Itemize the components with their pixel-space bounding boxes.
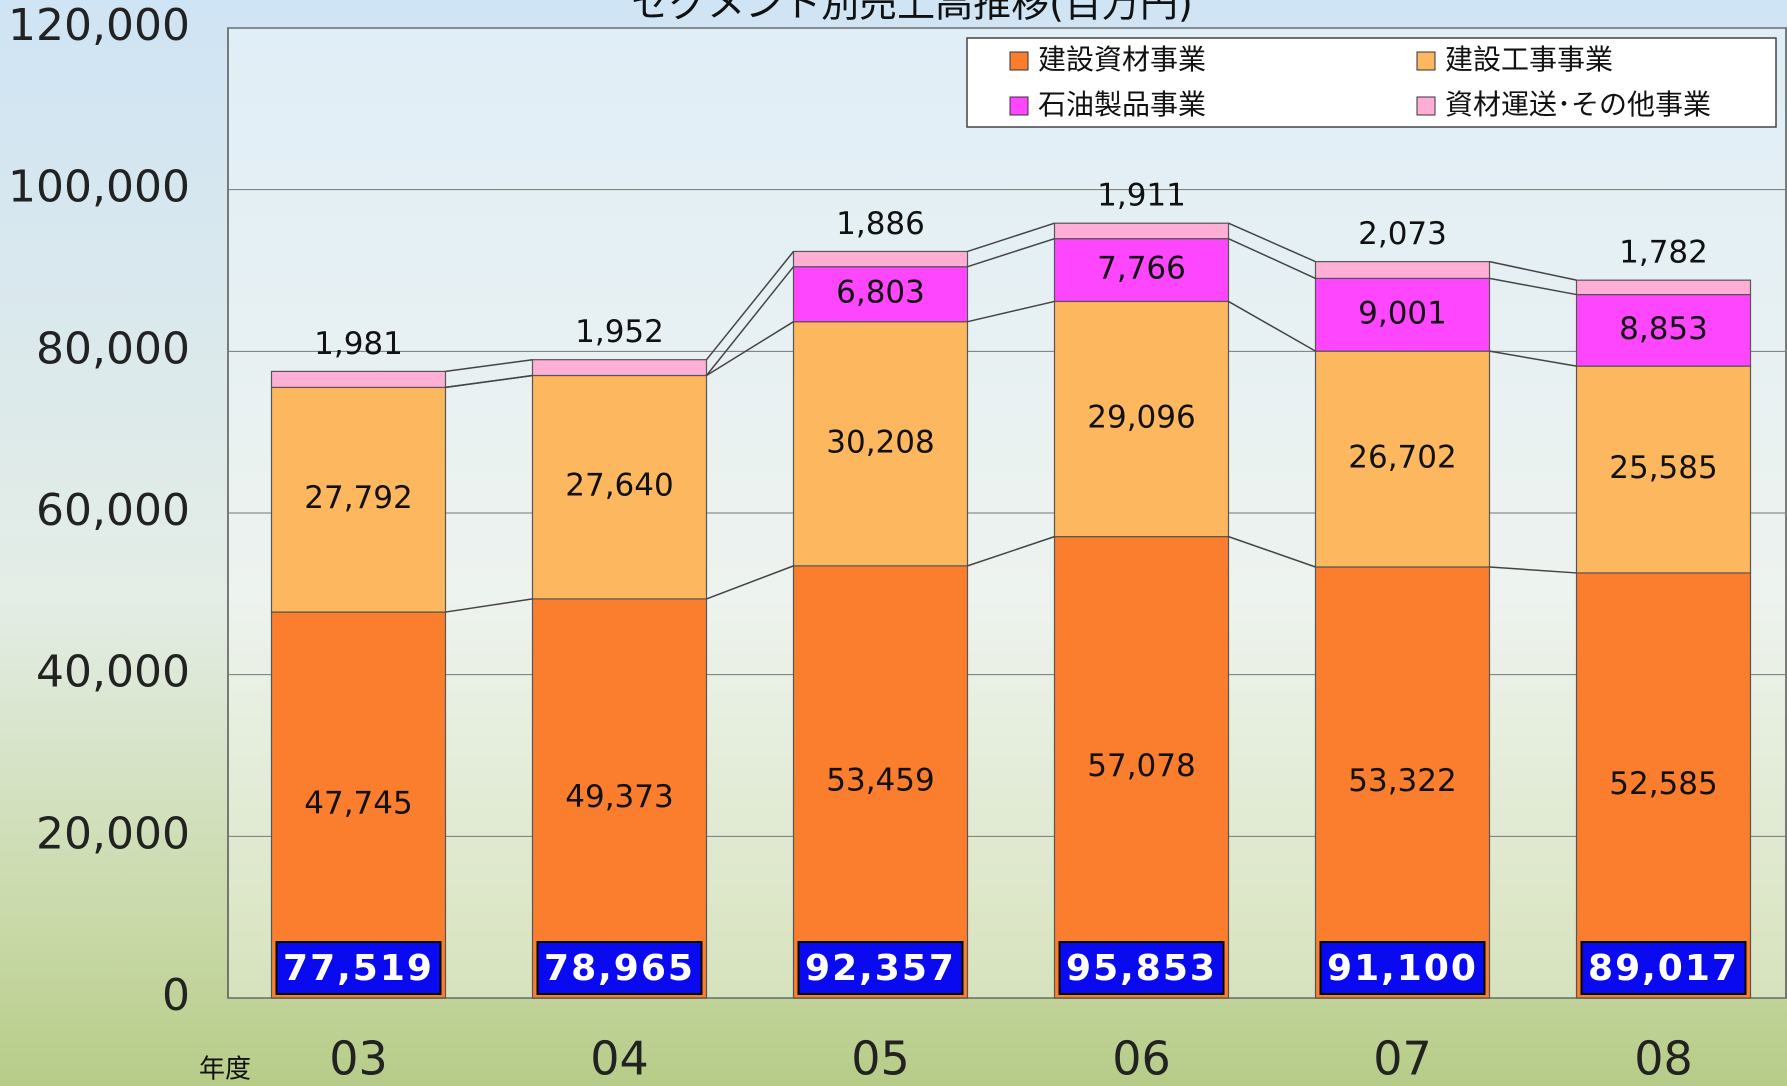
- chart-title: セグメント別売上高推移(百万円): [631, 0, 1193, 26]
- data-label: 47,745: [304, 786, 412, 822]
- x-tick-label: 03: [329, 1032, 388, 1086]
- legend-swatch: [1416, 51, 1436, 71]
- bar-segment: [1314, 261, 1491, 279]
- data-label: 7,766: [1097, 251, 1186, 287]
- bar-segment: [792, 321, 969, 567]
- bar-segment: [531, 374, 708, 600]
- bar-segment: [531, 598, 708, 999]
- bar-segment: [1314, 350, 1491, 568]
- connector: [967, 222, 1055, 253]
- y-tick-label: 20,000: [36, 808, 190, 859]
- connector: [1489, 350, 1577, 367]
- connector: [445, 358, 533, 373]
- data-label: 1,981: [314, 326, 403, 362]
- x-tick-label: 05: [851, 1032, 910, 1086]
- legend-label: 資材運送･その他事業: [1445, 88, 1711, 121]
- total-label: 95,853: [1066, 948, 1217, 989]
- bar-segment: [1575, 279, 1752, 296]
- y-tick-label: 0: [162, 970, 190, 1021]
- bar-segment: [270, 611, 447, 999]
- data-label: 6,803: [836, 275, 925, 311]
- data-label: 52,585: [1609, 766, 1717, 802]
- connector: [967, 237, 1055, 268]
- legend: [966, 37, 1777, 128]
- connector: [967, 300, 1055, 323]
- bar-segment: [531, 359, 708, 377]
- total-label: 91,100: [1327, 948, 1478, 989]
- data-label: 26,702: [1348, 440, 1456, 476]
- total-box: [1580, 941, 1747, 995]
- y-tick-label: 60,000: [36, 485, 190, 536]
- bar-segment: [792, 250, 969, 268]
- connector: [705, 250, 795, 361]
- data-label: 49,373: [565, 779, 673, 815]
- data-label: 1,886: [836, 206, 925, 242]
- legend-swatch: [1009, 51, 1029, 71]
- y-tick-label: 120,000: [8, 0, 190, 51]
- data-label: 1,782: [1619, 235, 1708, 271]
- connector: [445, 374, 533, 389]
- connector: [706, 565, 794, 600]
- data-label: 27,640: [565, 468, 673, 504]
- data-label: 29,096: [1087, 400, 1195, 436]
- bar-segment: [1575, 293, 1752, 367]
- data-label: 2,073: [1358, 216, 1447, 252]
- legend-label: 石油製品事業: [1038, 88, 1206, 121]
- bar-segment: [1575, 365, 1752, 574]
- x-axis-label: 年度: [199, 1055, 251, 1085]
- connector: [1489, 260, 1577, 281]
- x-tick-label: 04: [590, 1032, 649, 1086]
- data-label: 9,001: [1358, 295, 1447, 331]
- legend-swatch: [1416, 96, 1436, 116]
- total-label: 77,519: [283, 948, 434, 989]
- x-tick-label: 07: [1373, 1032, 1432, 1086]
- total-label: 89,017: [1588, 948, 1739, 989]
- connector: [705, 266, 795, 376]
- legend-label: 建設工事事業: [1445, 43, 1613, 76]
- bar-segment: [270, 370, 447, 389]
- connector: [445, 598, 533, 613]
- data-label: 8,853: [1619, 311, 1708, 347]
- total-label: 92,357: [805, 948, 956, 989]
- legend-label: 建設資材事業: [1038, 43, 1206, 76]
- bar-segment: [1053, 536, 1230, 999]
- connector: [1228, 535, 1316, 568]
- legend-swatch: [1009, 96, 1029, 116]
- data-label: 25,585: [1609, 450, 1717, 486]
- x-tick-label: 06: [1112, 1032, 1171, 1086]
- data-label: 53,322: [1348, 763, 1456, 799]
- total-box: [797, 941, 964, 995]
- connector: [706, 321, 794, 377]
- x-tick-label: 08: [1634, 1032, 1693, 1086]
- data-label: 1,952: [575, 314, 664, 350]
- data-label: 27,792: [304, 480, 412, 516]
- data-label: 1,911: [1097, 178, 1186, 214]
- connector: [1228, 300, 1316, 352]
- bar-segment: [792, 565, 969, 999]
- bar-segment: [792, 266, 969, 323]
- connector: [967, 535, 1055, 567]
- connector: [1228, 222, 1316, 263]
- y-tick-label: 80,000: [36, 323, 190, 374]
- total-box: [1319, 941, 1486, 995]
- connector: [1489, 566, 1577, 574]
- y-tick-label: 100,000: [8, 162, 190, 213]
- bar-segment: [270, 386, 447, 613]
- connector: [1489, 277, 1577, 296]
- bar-segment: [1575, 572, 1752, 999]
- bar-segment: [1314, 566, 1491, 999]
- total-box: [275, 941, 442, 995]
- total-box: [1058, 941, 1225, 995]
- connector: [1228, 237, 1316, 280]
- total-box: [536, 941, 703, 995]
- y-tick-label: 40,000: [36, 647, 190, 698]
- data-label: 53,459: [826, 762, 934, 798]
- data-label: 57,078: [1087, 748, 1195, 784]
- data-label: 30,208: [826, 424, 934, 460]
- bar-segment: [1053, 222, 1230, 240]
- total-label: 78,965: [544, 948, 695, 989]
